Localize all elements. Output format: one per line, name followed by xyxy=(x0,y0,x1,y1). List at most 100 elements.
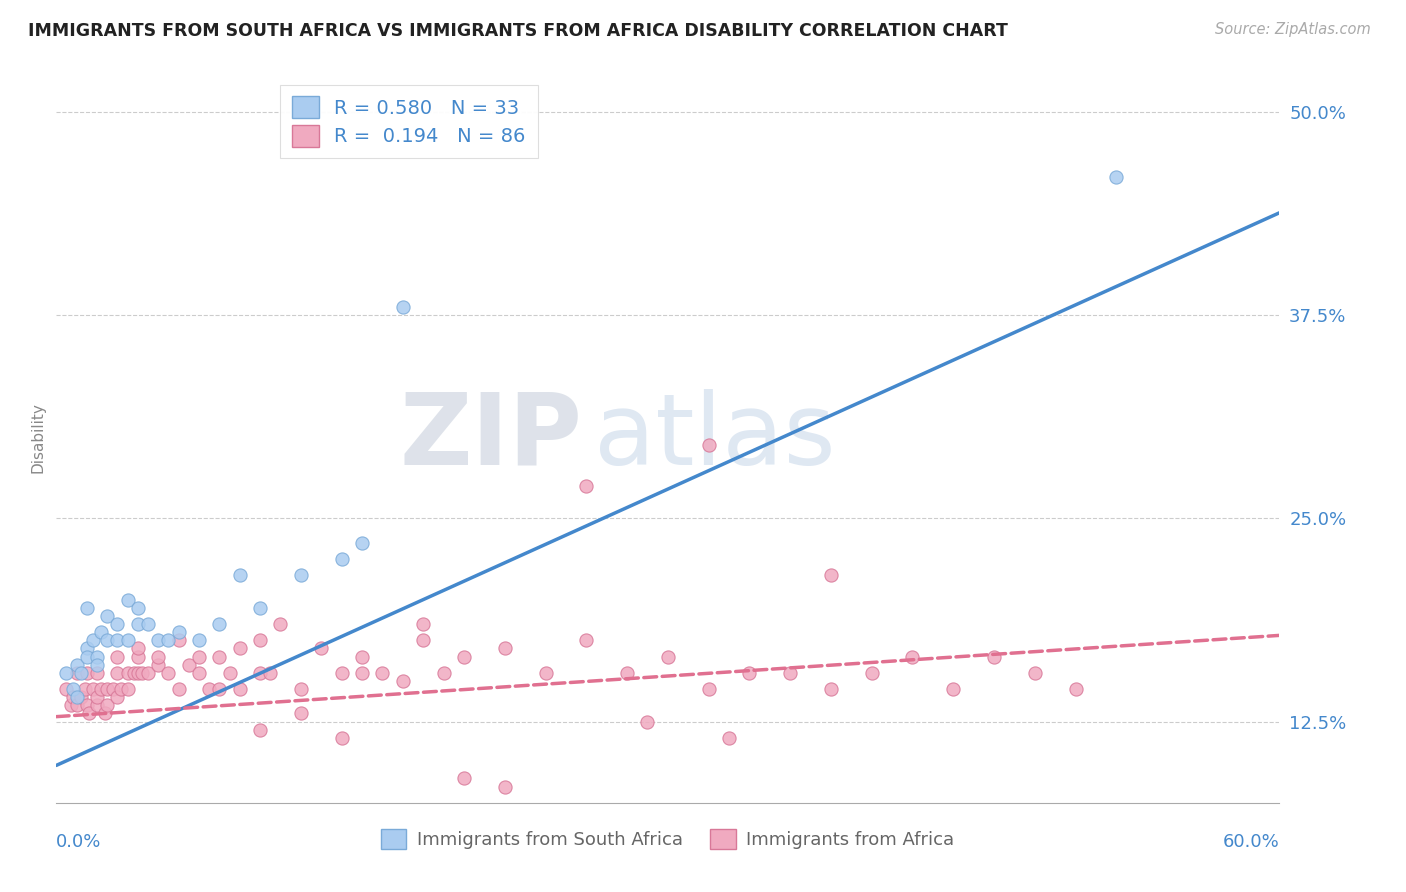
Point xyxy=(117,665,139,680)
Point xyxy=(290,681,312,696)
Point xyxy=(453,772,475,786)
Point xyxy=(697,681,720,696)
Point xyxy=(167,633,190,648)
Point xyxy=(82,633,104,648)
Point xyxy=(55,681,77,696)
Text: IMMIGRANTS FROM SOUTH AFRICA VS IMMIGRANTS FROM AFRICA DISABILITY CORRELATION CH: IMMIGRANTS FROM SOUTH AFRICA VS IMMIGRAN… xyxy=(28,22,1008,40)
Point xyxy=(391,673,415,688)
Point xyxy=(66,665,87,680)
Point xyxy=(76,641,98,656)
Point xyxy=(228,641,252,656)
Point xyxy=(249,665,271,680)
Point xyxy=(107,649,129,664)
Point xyxy=(148,649,170,664)
Point xyxy=(188,665,211,680)
Point xyxy=(157,665,180,680)
Point xyxy=(494,641,516,656)
Point xyxy=(117,681,139,696)
Point xyxy=(103,681,125,696)
Point xyxy=(391,300,415,314)
Point xyxy=(1024,665,1046,680)
Point xyxy=(62,681,84,696)
Text: Source: ZipAtlas.com: Source: ZipAtlas.com xyxy=(1215,22,1371,37)
Point xyxy=(188,633,211,648)
Point xyxy=(249,600,271,615)
Point xyxy=(127,600,149,615)
Text: atlas: atlas xyxy=(595,389,837,485)
Point xyxy=(107,665,129,680)
Point xyxy=(290,706,312,721)
Point xyxy=(1105,169,1128,184)
Point xyxy=(942,681,965,696)
Point xyxy=(157,633,180,648)
Legend: Immigrants from South Africa, Immigrants from Africa: Immigrants from South Africa, Immigrants… xyxy=(374,822,962,856)
Point xyxy=(820,681,842,696)
Point xyxy=(330,665,353,680)
Point xyxy=(167,681,190,696)
Y-axis label: Disability: Disability xyxy=(30,401,45,473)
Point xyxy=(249,633,271,648)
Point xyxy=(66,690,87,705)
Point xyxy=(228,681,252,696)
Point xyxy=(330,552,353,566)
Point xyxy=(167,625,190,640)
Point xyxy=(66,657,87,672)
Point xyxy=(636,714,658,729)
Point xyxy=(371,665,394,680)
Point xyxy=(290,568,312,582)
Point xyxy=(96,681,118,696)
Point xyxy=(62,690,84,705)
Point xyxy=(718,731,741,745)
Point xyxy=(657,649,679,664)
Point xyxy=(94,706,117,721)
Point xyxy=(117,592,139,607)
Point xyxy=(127,649,149,664)
Text: 60.0%: 60.0% xyxy=(1223,833,1279,851)
Point xyxy=(86,657,108,672)
Point xyxy=(352,535,374,549)
Point xyxy=(107,617,129,632)
Point xyxy=(575,479,598,493)
Text: ZIP: ZIP xyxy=(399,389,582,485)
Point xyxy=(820,568,842,582)
Point xyxy=(136,617,159,632)
Point xyxy=(494,780,516,794)
Point xyxy=(259,665,281,680)
Point xyxy=(90,625,112,640)
Point xyxy=(983,649,1005,664)
Point xyxy=(453,649,475,664)
Point xyxy=(270,617,292,632)
Point xyxy=(82,681,104,696)
Point xyxy=(77,706,100,721)
Point xyxy=(69,690,91,705)
Text: 0.0%: 0.0% xyxy=(56,833,101,851)
Point xyxy=(86,649,108,664)
Point xyxy=(76,698,98,713)
Point xyxy=(352,665,374,680)
Point xyxy=(76,649,98,664)
Point xyxy=(107,690,129,705)
Point xyxy=(122,665,145,680)
Point xyxy=(117,633,139,648)
Point xyxy=(208,649,231,664)
Point xyxy=(901,649,924,664)
Point xyxy=(1064,681,1087,696)
Point xyxy=(96,633,118,648)
Point xyxy=(76,600,98,615)
Point xyxy=(860,665,883,680)
Point xyxy=(371,812,394,826)
Point xyxy=(433,665,456,680)
Point xyxy=(198,681,221,696)
Point xyxy=(76,665,98,680)
Point xyxy=(697,438,720,452)
Point xyxy=(249,723,271,737)
Point xyxy=(218,665,240,680)
Point xyxy=(131,665,153,680)
Point xyxy=(412,633,434,648)
Point xyxy=(148,633,170,648)
Point xyxy=(66,698,87,713)
Point xyxy=(779,665,801,680)
Point xyxy=(127,641,149,656)
Point xyxy=(86,690,108,705)
Point xyxy=(188,649,211,664)
